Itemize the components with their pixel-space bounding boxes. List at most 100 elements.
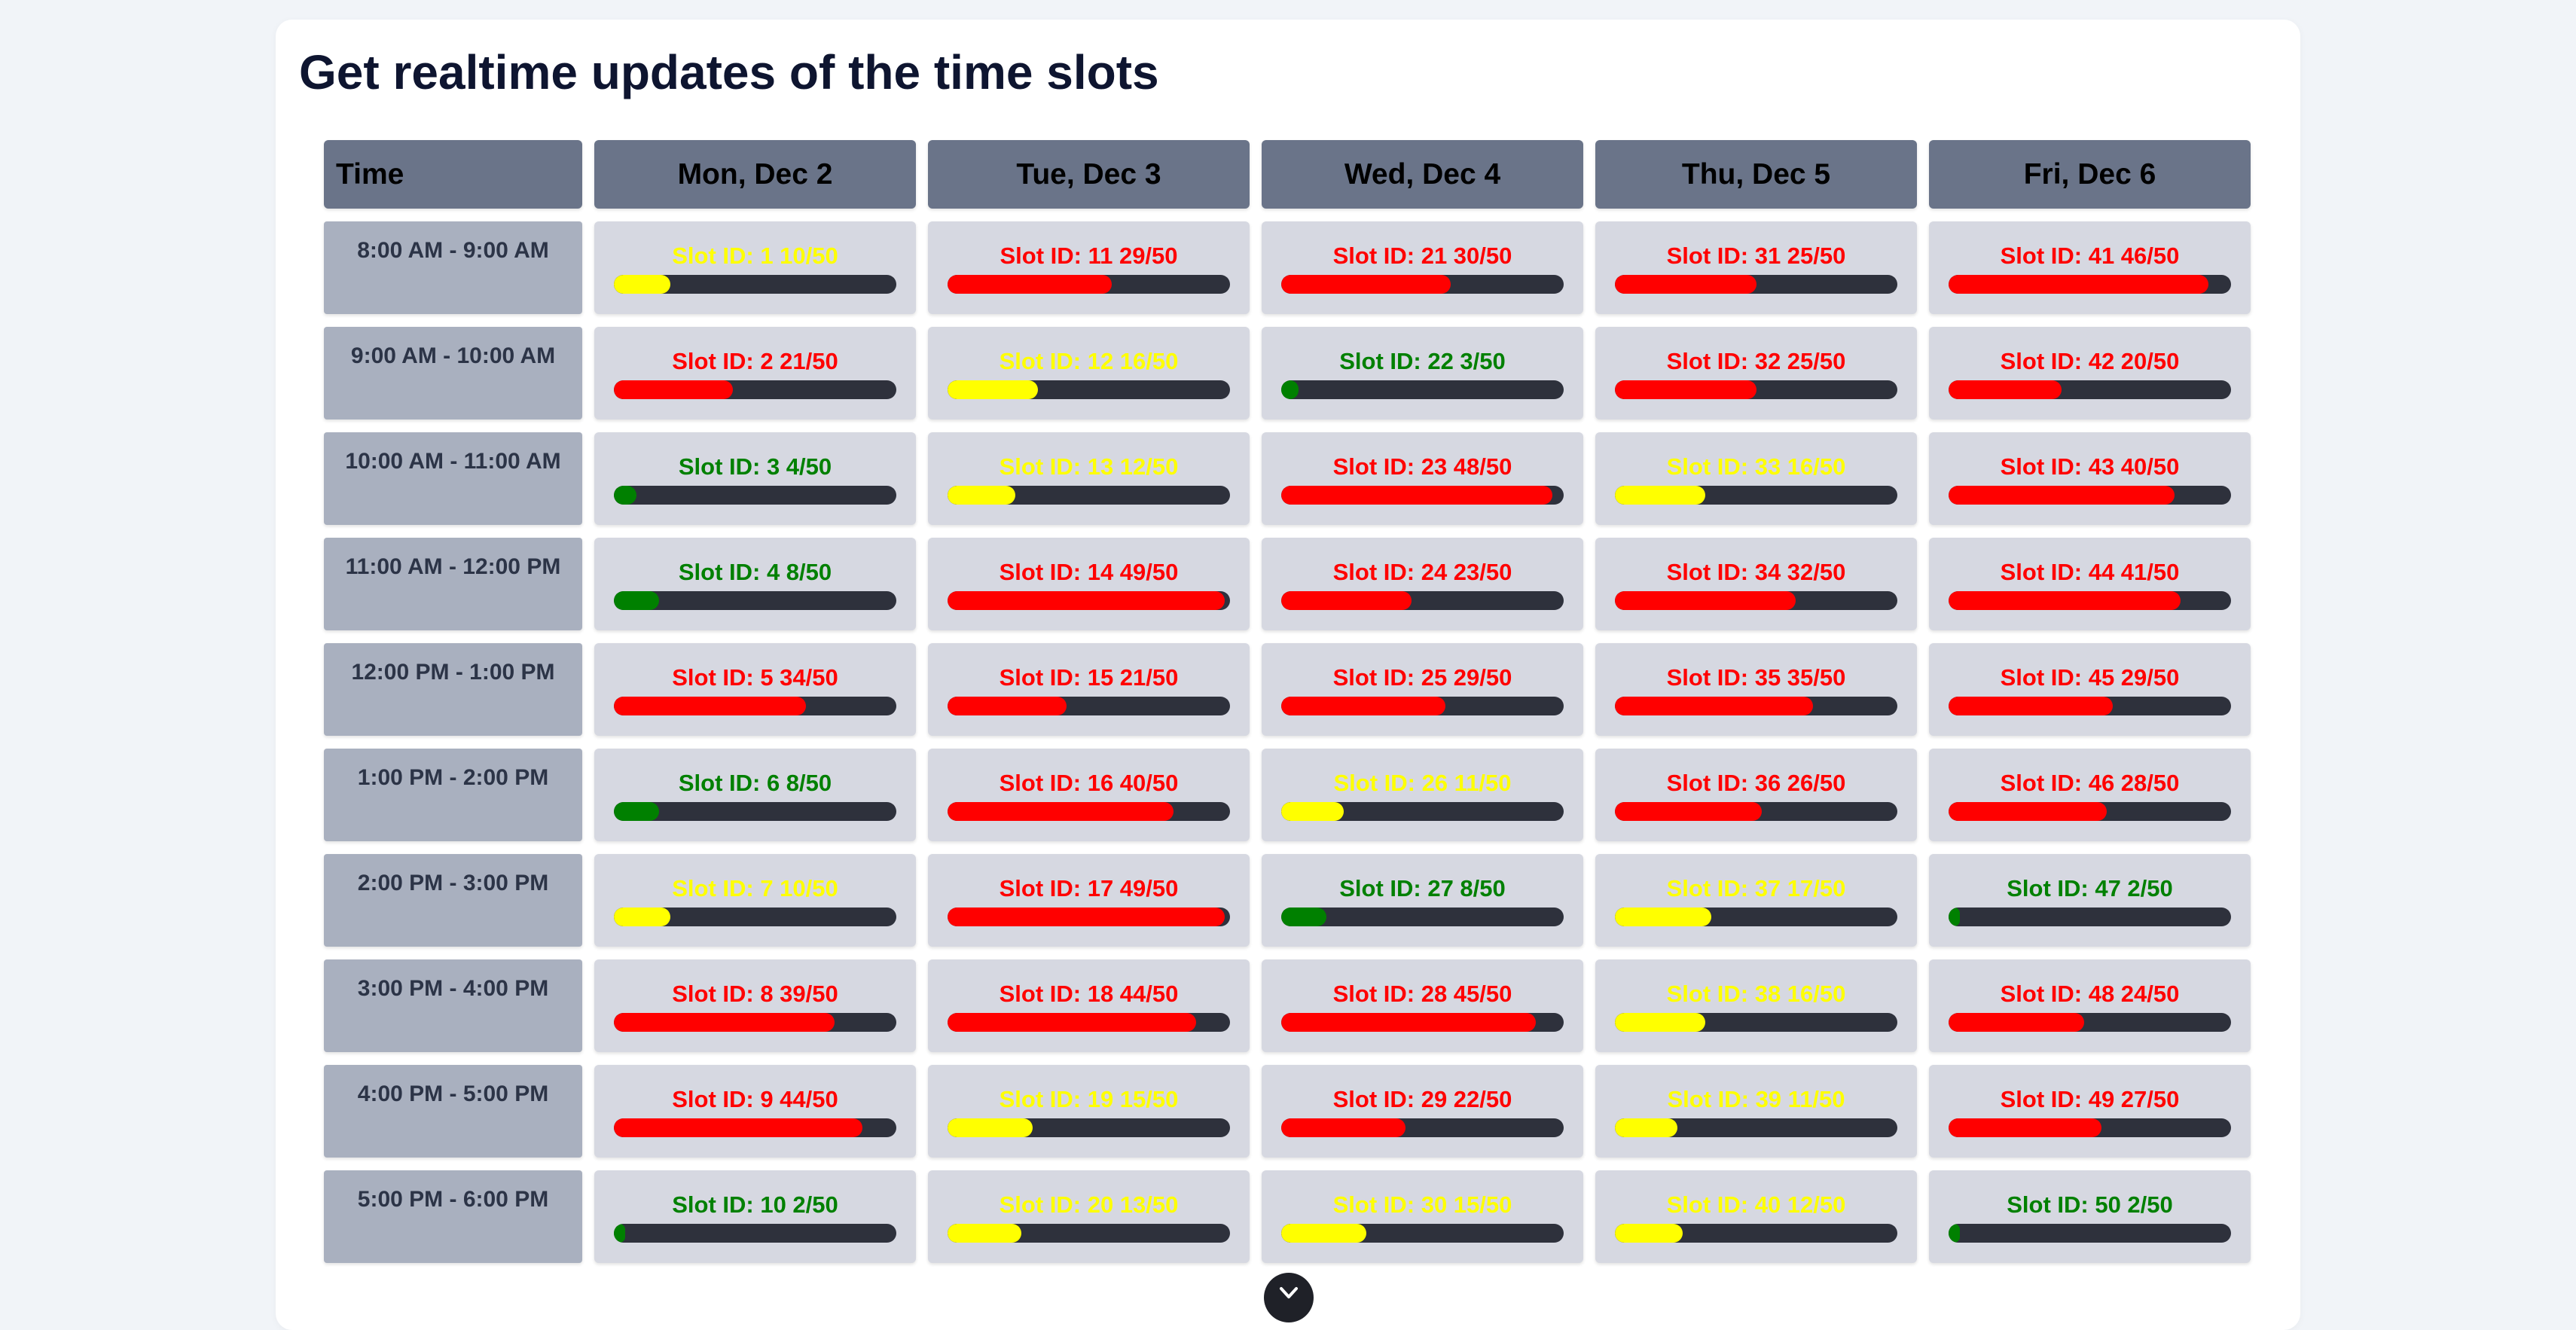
slot-cell[interactable]: Slot ID: 39 11/50 xyxy=(1595,1065,1917,1158)
slot-cell[interactable]: Slot ID: 22 3/50 xyxy=(1262,327,1583,419)
slot-cell[interactable]: Slot ID: 44 41/50 xyxy=(1929,538,2251,630)
slot-progress-fill xyxy=(1615,1013,1705,1032)
slot-progress-fill xyxy=(948,591,1225,610)
slot-cell[interactable]: Slot ID: 35 35/50 xyxy=(1595,643,1917,736)
slot-cell[interactable]: Slot ID: 23 48/50 xyxy=(1262,432,1583,525)
slot-progress-bar xyxy=(948,802,1230,821)
slot-cell[interactable]: Slot ID: 27 8/50 xyxy=(1262,854,1583,947)
slot-cell[interactable]: Slot ID: 45 29/50 xyxy=(1929,643,2251,736)
slot-progress-fill xyxy=(1949,697,2113,715)
slot-cell[interactable]: Slot ID: 10 2/50 xyxy=(594,1170,916,1263)
day-column-header: Thu, Dec 5 xyxy=(1595,140,1917,209)
slot-cell[interactable]: Slot ID: 33 16/50 xyxy=(1595,432,1917,525)
slot-cell[interactable]: Slot ID: 31 25/50 xyxy=(1595,221,1917,314)
scroll-down-button[interactable] xyxy=(1264,1273,1314,1322)
slot-label: Slot ID: 47 2/50 xyxy=(2007,875,2173,901)
slot-progress-fill xyxy=(1281,802,1344,821)
slot-cell[interactable]: Slot ID: 49 27/50 xyxy=(1929,1065,2251,1158)
day-column-header: Fri, Dec 6 xyxy=(1929,140,2251,209)
slot-cell[interactable]: Slot ID: 19 15/50 xyxy=(928,1065,1250,1158)
slot-label: Slot ID: 10 2/50 xyxy=(672,1191,838,1218)
slot-cell[interactable]: Slot ID: 1 10/50 xyxy=(594,221,916,314)
slot-progress-bar xyxy=(614,1013,896,1032)
slot-cell[interactable]: Slot ID: 21 30/50 xyxy=(1262,221,1583,314)
slot-cell[interactable]: Slot ID: 12 16/50 xyxy=(928,327,1250,419)
slot-label: Slot ID: 46 28/50 xyxy=(2000,770,2180,796)
slot-cell[interactable]: Slot ID: 30 15/50 xyxy=(1262,1170,1583,1263)
slot-label: Slot ID: 5 34/50 xyxy=(672,664,838,691)
time-slot-label: 10:00 AM - 11:00 AM xyxy=(324,432,582,525)
slot-cell[interactable]: Slot ID: 29 22/50 xyxy=(1262,1065,1583,1158)
slot-cell[interactable]: Slot ID: 40 12/50 xyxy=(1595,1170,1917,1263)
slot-cell[interactable]: Slot ID: 42 20/50 xyxy=(1929,327,2251,419)
slot-cell[interactable]: Slot ID: 11 29/50 xyxy=(928,221,1250,314)
slot-progress-fill xyxy=(1615,697,1813,715)
slot-cell[interactable]: Slot ID: 4 8/50 xyxy=(594,538,916,630)
slot-progress-fill xyxy=(614,1013,835,1032)
slot-progress-bar xyxy=(948,1118,1230,1137)
slot-progress-fill xyxy=(948,802,1174,821)
slot-progress-fill xyxy=(948,380,1038,399)
slot-label: Slot ID: 14 49/50 xyxy=(999,559,1179,585)
slot-cell[interactable]: Slot ID: 8 39/50 xyxy=(594,959,916,1052)
slot-cell[interactable]: Slot ID: 18 44/50 xyxy=(928,959,1250,1052)
slot-cell[interactable]: Slot ID: 25 29/50 xyxy=(1262,643,1583,736)
slot-progress-fill xyxy=(948,486,1015,505)
slot-progress-fill xyxy=(1281,1013,1536,1032)
slot-cell[interactable]: Slot ID: 41 46/50 xyxy=(1929,221,2251,314)
slot-label: Slot ID: 35 35/50 xyxy=(1666,664,1846,691)
slot-progress-bar xyxy=(1615,1224,1897,1243)
page-title: Get realtime updates of the time slots xyxy=(299,45,1159,99)
slot-cell[interactable]: Slot ID: 50 2/50 xyxy=(1929,1170,2251,1263)
slot-progress-bar xyxy=(614,697,896,715)
time-column-header: Time xyxy=(324,140,582,209)
slot-cell[interactable]: Slot ID: 36 26/50 xyxy=(1595,749,1917,841)
slot-label: Slot ID: 4 8/50 xyxy=(678,559,832,585)
slot-progress-bar xyxy=(1615,591,1897,610)
slot-label: Slot ID: 45 29/50 xyxy=(2000,664,2180,691)
slot-cell[interactable]: Slot ID: 26 11/50 xyxy=(1262,749,1583,841)
slot-cell[interactable]: Slot ID: 37 17/50 xyxy=(1595,854,1917,947)
slot-progress-bar xyxy=(1949,486,2231,505)
slot-cell[interactable]: Slot ID: 28 45/50 xyxy=(1262,959,1583,1052)
slot-progress-fill xyxy=(1949,591,2181,610)
slot-progress-fill xyxy=(1615,1224,1683,1243)
slot-cell[interactable]: Slot ID: 17 49/50 xyxy=(928,854,1250,947)
slot-cell[interactable]: Slot ID: 13 12/50 xyxy=(928,432,1250,525)
slot-progress-bar xyxy=(1615,802,1897,821)
slot-label: Slot ID: 1 10/50 xyxy=(672,243,838,269)
slot-progress-fill xyxy=(1949,1013,2084,1032)
slot-cell[interactable]: Slot ID: 16 40/50 xyxy=(928,749,1250,841)
slot-label: Slot ID: 48 24/50 xyxy=(2000,981,2180,1007)
slot-label: Slot ID: 40 12/50 xyxy=(1666,1191,1846,1218)
slot-cell[interactable]: Slot ID: 48 24/50 xyxy=(1929,959,2251,1052)
slot-cell[interactable]: Slot ID: 2 21/50 xyxy=(594,327,916,419)
slot-cell[interactable]: Slot ID: 5 34/50 xyxy=(594,643,916,736)
slot-cell[interactable]: Slot ID: 7 10/50 xyxy=(594,854,916,947)
slot-label: Slot ID: 50 2/50 xyxy=(2007,1191,2173,1218)
slot-cell[interactable]: Slot ID: 6 8/50 xyxy=(594,749,916,841)
slot-progress-fill xyxy=(1281,486,1552,505)
slot-cell[interactable]: Slot ID: 43 40/50 xyxy=(1929,432,2251,525)
slot-progress-bar xyxy=(1281,591,1564,610)
slot-cell[interactable]: Slot ID: 3 4/50 xyxy=(594,432,916,525)
slot-label: Slot ID: 38 16/50 xyxy=(1666,981,1846,1007)
slots-grid: Time Mon, Dec 2 Tue, Dec 3 Wed, Dec 4 Thu, D… xyxy=(324,140,2251,1263)
slot-cell[interactable]: Slot ID: 34 32/50 xyxy=(1595,538,1917,630)
slot-cell[interactable]: Slot ID: 47 2/50 xyxy=(1929,854,2251,947)
slot-cell[interactable]: Slot ID: 15 21/50 xyxy=(928,643,1250,736)
slot-progress-bar xyxy=(948,591,1230,610)
slot-cell[interactable]: Slot ID: 32 25/50 xyxy=(1595,327,1917,419)
slot-progress-fill xyxy=(1281,697,1445,715)
slot-cell[interactable]: Slot ID: 38 16/50 xyxy=(1595,959,1917,1052)
slot-cell[interactable]: Slot ID: 14 49/50 xyxy=(928,538,1250,630)
slot-progress-bar xyxy=(1949,697,2231,715)
slot-progress-bar xyxy=(948,486,1230,505)
slot-cell[interactable]: Slot ID: 9 44/50 xyxy=(594,1065,916,1158)
slot-progress-bar xyxy=(1949,802,2231,821)
slot-cell[interactable]: Slot ID: 24 23/50 xyxy=(1262,538,1583,630)
slot-label: Slot ID: 27 8/50 xyxy=(1339,875,1506,901)
slot-progress-fill xyxy=(1281,380,1299,399)
slot-cell[interactable]: Slot ID: 20 13/50 xyxy=(928,1170,1250,1263)
slot-cell[interactable]: Slot ID: 46 28/50 xyxy=(1929,749,2251,841)
